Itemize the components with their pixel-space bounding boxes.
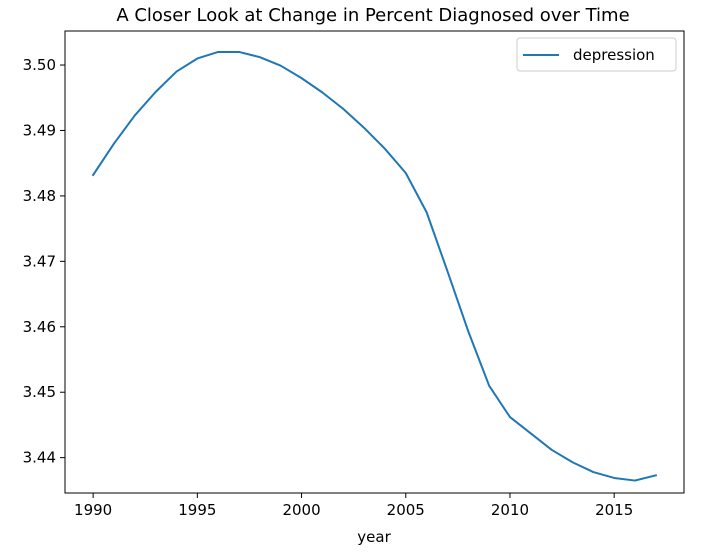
y-tick-label: 3.48 xyxy=(23,187,56,205)
y-tick-label: 3.45 xyxy=(23,383,56,401)
x-tick-label: 2015 xyxy=(595,501,633,519)
x-tick-label: 1990 xyxy=(74,501,112,519)
series-line-depression xyxy=(91,50,658,482)
x-axis-label: year xyxy=(357,528,391,546)
y-tick-label: 3.46 xyxy=(23,318,56,336)
x-tick-label: 2000 xyxy=(282,501,320,519)
legend-box xyxy=(516,37,677,72)
chart-title: A Closer Look at Change in Percent Diagn… xyxy=(116,5,629,26)
plot-area-frame xyxy=(64,30,685,494)
x-tick-label: 1995 xyxy=(178,501,216,519)
x-tick-label: 2010 xyxy=(491,501,529,519)
y-tick-label: 3.49 xyxy=(23,121,56,139)
legend-label-depression: depression xyxy=(573,46,655,64)
y-tick-label: 3.50 xyxy=(23,56,56,74)
y-tick-label: 3.47 xyxy=(23,252,56,270)
series-layer xyxy=(91,50,658,482)
x-tick-label: 2005 xyxy=(387,501,425,519)
y-tick-label: 3.44 xyxy=(23,449,56,467)
axis-ticks: 1990 1995 2000 2005 2010 2015 3.44 3.45 3.46 3.47… xyxy=(23,56,634,519)
legend: depression xyxy=(516,37,677,72)
